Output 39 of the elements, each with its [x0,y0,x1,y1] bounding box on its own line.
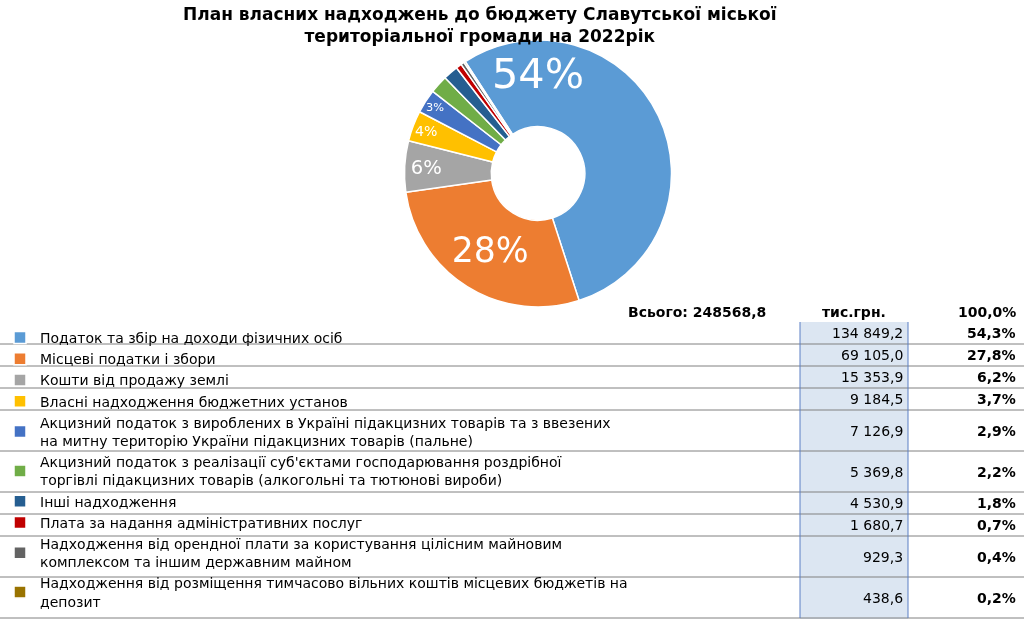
text: 54,3% [967,325,1016,341]
data-label: 4% [415,122,438,139]
text: Всього: 248568,8 [628,304,767,320]
text: 4 530,9 [850,495,904,511]
data-label: 6% [410,155,442,179]
text: 69 105,0 [841,347,904,363]
legend-label: Акцизний податок з реалізації суб'єктами господарювання роздрібної торгівлі підакцизних товарів (алкогольні та тютюнові вироби) [40,454,562,489]
text: 27,8% [967,347,1016,363]
text: 134 849,2 [832,325,904,341]
legend-label: Місцеві податки і збори [40,351,216,368]
text: 1,8% [977,495,1016,511]
text: 2,2% [977,464,1016,480]
legend-label: Надходження від розміщення тимчасово вільних коштів місцевих бюджетів на депозит [40,575,628,610]
legend-label: Плата за надання адміністративних послуг [40,514,363,531]
legend-label: Кошти від продажу землі [40,372,229,389]
chart-title: План власних надходжень до бюджету Славутської міської територіальної громади на 2022рік [183,4,777,47]
legend-label: Надходження від орендної плати за користування цілісним майновим комплексом та іншим державним майном [40,536,563,571]
text: 0,4% [977,549,1016,565]
legend-label: Власні надходження бюджетних установ [40,393,348,410]
data-label: 54% [491,50,585,99]
text: 5 369,8 [850,464,904,480]
text: 6,2% [977,369,1016,385]
text: тис.грн. [822,304,886,320]
legend-label: Інші надходження [40,493,177,510]
text: 929,3 [863,549,904,565]
text: 0,7% [977,517,1016,533]
text: 3,7% [977,391,1016,407]
text: 2,9% [977,423,1016,439]
data-label: 3% [426,100,445,115]
text: 9 184,5 [850,391,904,407]
legend-label: Акцизний податок з вироблених в Україні підакцизних товарів та з ввезених на митну територію України підакцизних товарів (пальне) [40,414,611,450]
text: 438,6 [863,590,904,606]
legend-label: Податок та збір на доходи фізичних осіб [40,330,343,347]
data-label: 28% [451,229,529,270]
text: 1 680,7 [850,517,904,533]
text: 100,0% [958,304,1017,320]
text: 7 126,9 [850,423,904,439]
text: 0,2% [977,590,1016,606]
text: 15 353,9 [841,369,904,385]
